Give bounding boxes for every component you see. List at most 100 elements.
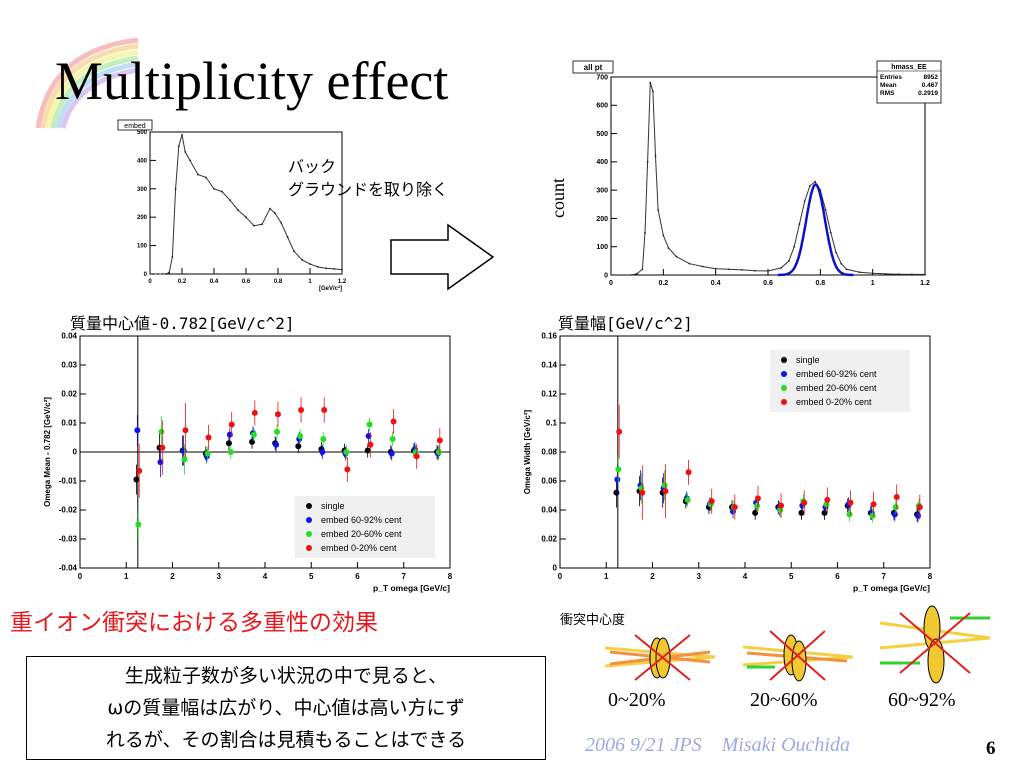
x-tick-label: 5	[789, 572, 794, 581]
histogram-point	[884, 272, 887, 275]
collision-diagram-central	[604, 634, 716, 681]
data-point	[295, 443, 302, 450]
data-point	[364, 447, 371, 454]
note-line-2: グラウンドを取り除く	[288, 180, 449, 199]
data-point	[870, 501, 877, 508]
count-axis-label: count	[548, 178, 568, 218]
stats-key: Entries	[880, 74, 902, 81]
legend-box	[295, 496, 435, 558]
histogram-point	[662, 234, 665, 237]
histogram-point	[174, 187, 177, 190]
slide-title: Multiplicity effect	[55, 51, 449, 111]
note-line-1: バック	[288, 157, 337, 176]
x-tick-label: 1.2	[920, 280, 930, 287]
data-point	[274, 428, 281, 435]
y-tick-label: 100	[137, 244, 148, 250]
footer-credit: 2006 9/21 JPS Misaki Ouchida	[585, 734, 850, 756]
histogram-point	[286, 236, 289, 238]
data-point	[778, 502, 785, 509]
x-tick-label: 0.8	[815, 280, 825, 287]
stats-key: RMS	[880, 90, 895, 97]
legend-marker	[306, 531, 312, 537]
omega-mean-plot: 0 1 2 3 4 5 6 7 8 -0.04 -0.03 -0.02 -0.01 0 0.01 0.02 0.…	[43, 332, 453, 593]
x-tick-label: 0.4	[711, 280, 721, 287]
x-tick-label: 2	[650, 572, 655, 581]
data-point	[390, 418, 397, 425]
histogram-point	[237, 209, 239, 211]
histogram-point	[333, 267, 335, 270]
right-arrow-icon	[390, 223, 495, 291]
y-tick-label: 700	[596, 74, 608, 81]
data-point	[134, 427, 141, 434]
data-point	[228, 421, 235, 428]
x-tick-label: 1	[124, 572, 129, 581]
histogram-point	[667, 247, 670, 250]
legend-label: embed 0-20% cent	[321, 543, 397, 553]
histogram-point	[165, 273, 167, 275]
x-tick-label: 0	[148, 279, 152, 285]
histogram-point	[714, 267, 717, 270]
data-point	[251, 409, 258, 416]
histogram-point	[269, 207, 271, 210]
rainbow-decoration	[35, 37, 139, 129]
omega-width-plot: 0 1 2 3 4 5 6 7 8 0 0.02 0.04 0.06 0.08 0.1 0.12 0.14 0.1…	[523, 332, 933, 593]
histogram-point	[727, 268, 730, 271]
histogram-point	[644, 231, 646, 234]
data-point	[662, 488, 669, 495]
legend-label: single	[796, 355, 820, 365]
y-tick-label: 0.16	[541, 332, 557, 341]
data-point	[298, 406, 305, 413]
histogram-point	[280, 221, 283, 224]
histogram-point	[325, 267, 327, 270]
legend-marker	[781, 399, 787, 405]
data-point	[133, 476, 140, 483]
histogram-point	[754, 269, 756, 272]
y-tick-label: 0.14	[541, 361, 557, 370]
plot-frame	[149, 131, 343, 275]
stats-value: 0.2919	[918, 90, 938, 97]
histogram-point	[829, 231, 832, 234]
data-point	[613, 489, 620, 496]
x-tick-label: 6	[835, 572, 840, 581]
data-point	[297, 433, 304, 440]
data-point	[916, 504, 923, 511]
data-point	[616, 428, 623, 435]
histogram-point	[824, 209, 827, 211]
embed-histogram: embed 0 0.2 0.4 0.6 0.8 1 1.2 0 100 200 300 400 500 [G…	[117, 119, 347, 292]
legend-label: embed 20-60% cent	[796, 383, 877, 393]
histogram-point	[161, 273, 164, 275]
histogram-point	[688, 262, 691, 265]
y-tick-label: 0	[553, 564, 558, 573]
conclusion-box: 生成粒子数が多い状況の中で見ると、 ωの質量幅は広がり、中心値は高い方にず れる…	[26, 656, 546, 760]
data-point	[182, 427, 189, 434]
data-point	[846, 511, 853, 518]
collision-diagram-peripheral	[879, 605, 991, 684]
x-tick-label: 3	[697, 572, 702, 581]
centrality-label-central: 0~20%	[608, 689, 666, 711]
y-tick-label: 500	[137, 130, 148, 136]
data-point	[413, 453, 420, 460]
data-point	[273, 441, 280, 448]
stats-key: Mean	[880, 82, 897, 89]
histogram-point	[641, 268, 644, 271]
x-axis-label: p_T omega [GeV/c]	[373, 583, 450, 593]
histogram-point	[897, 273, 900, 276]
data-point	[847, 499, 854, 506]
legend-box	[770, 350, 910, 412]
legend-marker	[306, 545, 312, 551]
data-point	[389, 435, 396, 442]
data-point	[731, 504, 738, 511]
legend-marker	[306, 503, 312, 509]
histogram-point	[654, 155, 657, 158]
data-point	[250, 431, 257, 438]
centrality-title: 衝突中心度	[560, 613, 626, 628]
data-point	[708, 498, 715, 505]
histogram-point	[740, 269, 743, 271]
y-axis-label: Omega Mean - 0.782 [GeV/c²]	[43, 397, 52, 507]
data-point	[892, 504, 899, 511]
y-tick-label: 400	[137, 158, 148, 164]
legend-label: embed 60-92% cent	[796, 369, 877, 379]
y-tick-label: 0.04	[541, 506, 557, 515]
stats-box-title: hmass_EE	[891, 64, 927, 71]
histogram-point	[184, 150, 187, 153]
